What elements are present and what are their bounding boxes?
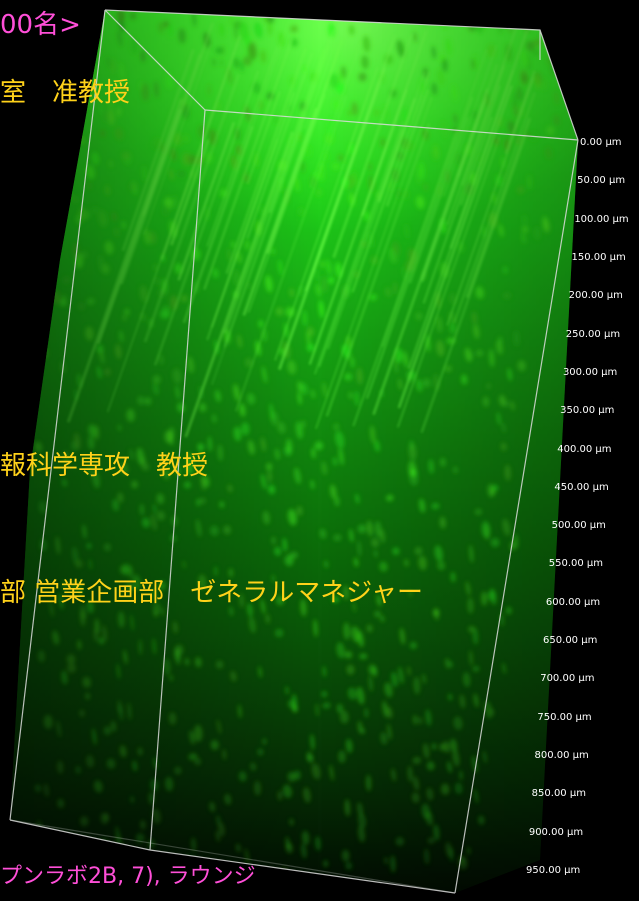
overlay-text-4: 部 営業企画部 ゼネラルマネジャー	[0, 578, 423, 608]
bounding-box	[9, 9, 579, 894]
depth-scale-label: 400.00 µm	[557, 443, 612, 455]
overlay-text-5: プンラボ2B, 7), ラウンジ	[0, 864, 256, 889]
depth-scale-label: 350.00 µm	[560, 405, 615, 417]
depth-scale-label: 750.00 µm	[537, 711, 592, 723]
depth-scale-label: 450.00 µm	[554, 481, 609, 493]
depth-scale-label: 0.00 µm	[580, 137, 622, 148]
depth-scale-label: 500.00 µm	[551, 520, 606, 532]
depth-scale-label: 600.00 µm	[545, 596, 601, 608]
depth-scale-label: 900.00 µm	[528, 826, 584, 838]
depth-scale-label: 100.00 µm	[574, 213, 629, 225]
depth-scale-label: 700.00 µm	[540, 673, 595, 685]
depth-scale-label: 650.00 µm	[543, 635, 598, 647]
depth-scale-label: 800.00 µm	[534, 750, 589, 762]
depth-scale-label: 850.00 µm	[531, 788, 586, 800]
depth-scale-label: 150.00 µm	[571, 251, 626, 263]
depth-scale-label: 300.00 µm	[562, 366, 618, 378]
depth-scale-label: 950.00 µm	[526, 865, 581, 876]
depth-scale-label: 50.00 µm	[577, 175, 626, 187]
depth-scale-label: 250.00 µm	[565, 328, 621, 340]
depth-scale-label: 550.00 µm	[548, 558, 604, 570]
overlay-text-3: 報科学専攻 教授	[0, 451, 209, 481]
depth-scale-label: 200.00 µm	[568, 290, 623, 302]
overlay-text-1: 00名>	[0, 10, 81, 40]
overlay-text-2: 室 准教授	[0, 78, 131, 108]
